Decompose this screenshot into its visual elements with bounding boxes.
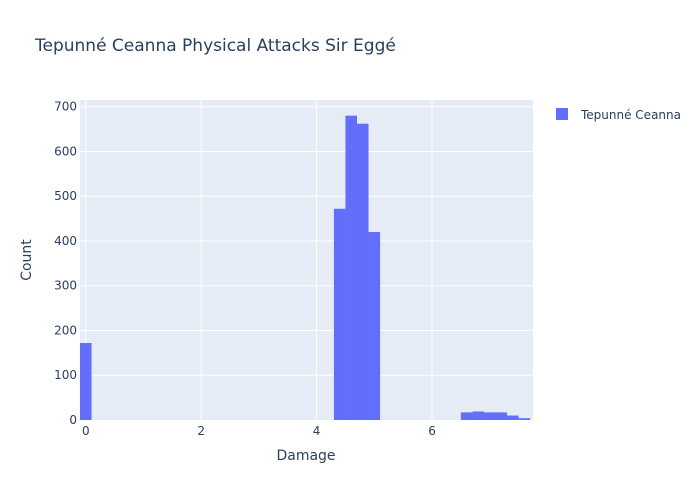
y-tick-label: 100 (54, 368, 77, 382)
histogram-bar-4[interactable] (368, 232, 381, 420)
histogram-bar-2[interactable] (345, 115, 357, 420)
histogram-bar-1[interactable] (333, 208, 346, 420)
y-tick-label: 400 (54, 234, 77, 248)
x-axis-title: Damage (276, 448, 335, 464)
x-axis-ticks: 0 2 4 6 (82, 424, 436, 438)
bars (80, 115, 531, 421)
y-tick-label: 300 (54, 279, 77, 293)
x-tick-label: 2 (197, 424, 205, 438)
histogram-bar-5[interactable] (460, 412, 473, 420)
histogram-bar-7[interactable] (483, 412, 496, 420)
y-tick-label: 200 (54, 323, 77, 337)
histogram-bar-10[interactable] (518, 418, 531, 420)
grid-lines (80, 100, 533, 420)
y-axis-title: Count (19, 239, 35, 281)
y-tick-label: 0 (69, 413, 77, 427)
y-axis-ticks: 0 100 200 300 400 500 600 700 (54, 100, 77, 427)
legend[interactable]: Tepunné Ceanna (556, 108, 681, 122)
histogram-bar-6[interactable] (472, 411, 484, 420)
histogram-bar-8[interactable] (495, 412, 508, 420)
y-tick-label: 700 (54, 100, 77, 114)
histogram-bar-3[interactable] (356, 123, 369, 421)
x-tick-label: 0 (82, 424, 90, 438)
y-tick-label: 600 (54, 144, 77, 158)
y-tick-label: 500 (54, 189, 77, 203)
histogram-bar-9[interactable] (507, 415, 519, 420)
histogram-bar-0[interactable] (80, 343, 92, 420)
x-tick-label: 6 (428, 424, 436, 438)
legend-swatch[interactable] (556, 108, 568, 120)
x-tick-label: 4 (313, 424, 321, 438)
plot-area (80, 100, 533, 420)
chart-title: Tepunné Ceanna Physical Attacks Sir Eggé (34, 36, 396, 56)
legend-label[interactable]: Tepunné Ceanna (580, 108, 681, 122)
